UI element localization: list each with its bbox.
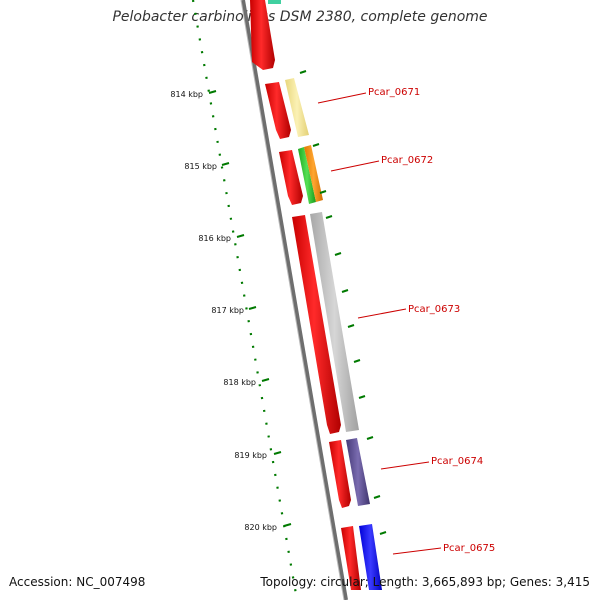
- tick-label: 814 kbp: [170, 90, 203, 99]
- scale-tick-labels: 814 kbp 815 kbp 816 kbp 817 kbp 818 kbp …: [170, 90, 277, 532]
- callout-line: [317, 92, 367, 104]
- gene-track: [268, 0, 382, 590]
- cds-arrow: [279, 150, 303, 205]
- callout-line: [380, 461, 430, 470]
- tick-label: 815 kbp: [184, 162, 217, 171]
- gene-callouts: Pcar_0671 Pcar_0672 Pcar_0673 Pcar_0674 …: [317, 87, 495, 555]
- cds-track: [250, 0, 361, 590]
- gene-feature-pcar-0674: [346, 438, 370, 506]
- tick-mark: [208, 90, 217, 94]
- tick-mark: [261, 378, 270, 382]
- gene-label-pcar-0675: Pcar_0675: [443, 543, 495, 554]
- gene-label-pcar-0674: Pcar_0674: [431, 456, 483, 467]
- tick-mark: [236, 234, 245, 238]
- gene-feature-pcar-0671: [285, 78, 309, 137]
- genome-backbone: [240, 0, 348, 600]
- accession-text: Accession: NC_007498: [9, 575, 146, 589]
- tick-label: 817 kbp: [211, 306, 244, 315]
- tick-label: 818 kbp: [223, 378, 256, 387]
- gene-feature-pcar-0672a: [298, 147, 316, 204]
- tick-label: 819 kbp: [234, 451, 267, 460]
- cds-arrow: [341, 526, 361, 590]
- gene-feature-pcar-0673: [310, 212, 359, 432]
- callout-line: [392, 547, 442, 555]
- tick-mark: [273, 451, 282, 455]
- tick-mark: [283, 523, 292, 527]
- tick-label: 816 kbp: [198, 234, 231, 243]
- cds-arrow: [292, 215, 341, 434]
- tick-mark: [248, 306, 257, 310]
- genome-summary-text: Topology: circular; Length: 3,665,893 bp…: [260, 575, 590, 589]
- gene-label-pcar-0673: Pcar_0673: [408, 304, 460, 315]
- scale-ticks: [208, 90, 292, 527]
- callout-line: [357, 308, 407, 319]
- tick-label: 820 kbp: [244, 523, 277, 532]
- cds-arrow: [329, 440, 351, 508]
- gene-label-pcar-0672: Pcar_0672: [381, 155, 433, 166]
- tick-mark: [221, 162, 230, 166]
- callout-line: [330, 160, 380, 172]
- cds-arrow: [265, 82, 291, 139]
- gene-feature-pcar-0672b: [304, 145, 323, 202]
- gene-feature-teal: [268, 0, 281, 4]
- scale-line: [191, 0, 299, 600]
- gene-label-pcar-0671: Pcar_0671: [368, 87, 420, 98]
- position-dashes: [299, 70, 387, 535]
- gene-feature-pcar-0675: [359, 524, 382, 590]
- cds-arrow: [250, 0, 275, 70]
- map-title: Pelobacter carbinolicus DSM 2380, comple…: [112, 9, 488, 25]
